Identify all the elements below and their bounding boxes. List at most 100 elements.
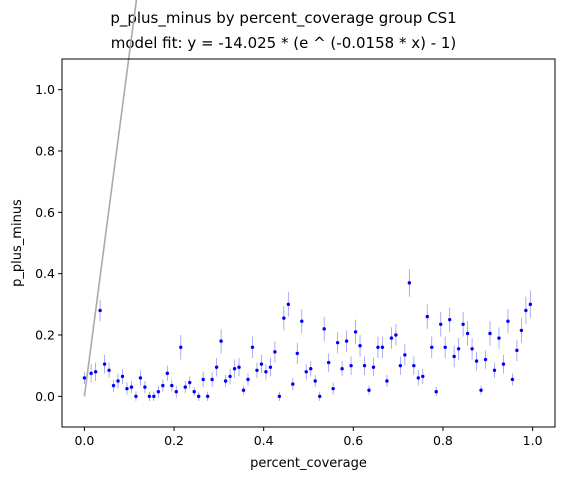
data-point <box>196 394 201 399</box>
data-point <box>519 328 524 333</box>
data-point <box>152 394 156 399</box>
data-point <box>201 377 205 382</box>
data-point <box>107 368 111 372</box>
data-point <box>183 385 187 389</box>
data-point <box>102 362 107 366</box>
data-point <box>465 331 470 336</box>
data-point <box>376 345 380 349</box>
data-point <box>510 377 515 382</box>
data-point <box>470 347 474 351</box>
data-point <box>331 386 335 391</box>
data-point <box>134 394 138 399</box>
data-point <box>313 379 317 383</box>
chart-title: p_plus_minus by percent_coverage group C… <box>110 9 457 27</box>
y-tick-label: 0.4 <box>35 266 55 281</box>
data-point <box>143 385 147 389</box>
data-point <box>335 340 340 345</box>
data-point <box>223 379 228 383</box>
data-point <box>125 386 129 391</box>
data-point <box>421 374 425 379</box>
data-point <box>116 379 120 383</box>
data-point <box>156 390 161 394</box>
data-point <box>304 370 308 374</box>
data-point <box>322 327 326 331</box>
data-point <box>412 363 416 368</box>
x-tick-label: 1.0 <box>523 433 543 448</box>
data-point <box>111 383 116 388</box>
data-point <box>492 368 497 372</box>
data-point <box>255 368 259 372</box>
y-tick-label: 0.8 <box>35 144 55 159</box>
data-point <box>300 319 304 323</box>
x-tick-label: 0.6 <box>343 433 363 448</box>
data-point <box>474 359 479 363</box>
data-point <box>385 379 389 383</box>
data-point <box>506 319 510 323</box>
data-point <box>98 308 102 313</box>
y-tick-label: 0.2 <box>35 328 55 343</box>
data-point <box>161 383 165 388</box>
data-point <box>430 345 434 349</box>
data-point <box>179 345 183 349</box>
data-point <box>291 382 295 386</box>
data-point <box>461 322 465 326</box>
data-point <box>214 365 219 369</box>
data-point <box>210 377 214 382</box>
data-point <box>188 380 192 385</box>
data-point <box>264 370 268 374</box>
data-point <box>219 339 223 343</box>
data-point <box>286 302 291 307</box>
data-point <box>89 371 93 376</box>
data-point <box>170 383 174 388</box>
data-point <box>497 336 501 340</box>
data-point <box>120 374 125 379</box>
data-point <box>129 385 134 389</box>
data-point <box>165 371 170 376</box>
data-point <box>439 322 443 326</box>
data-point <box>246 377 250 382</box>
data-point <box>380 345 385 349</box>
data-point <box>268 365 273 369</box>
data-point <box>241 388 246 392</box>
x-tick-label: 0.4 <box>254 433 274 448</box>
data-point <box>452 354 456 359</box>
data-point <box>349 363 353 368</box>
data-point <box>318 394 322 399</box>
data-point <box>192 390 196 394</box>
data-point <box>403 353 407 357</box>
data-point <box>398 363 403 368</box>
chart-subtitle: model fit: y = -14.025 * (e ^ (-0.0158 *… <box>110 34 457 52</box>
data-point <box>326 360 331 365</box>
data-point <box>362 363 367 368</box>
y-tick-label: 0.6 <box>35 205 55 220</box>
data-point-layer <box>82 281 533 399</box>
data-point <box>93 370 98 374</box>
data-point <box>456 347 461 351</box>
data-point <box>416 376 421 380</box>
x-tick-label: 0.2 <box>164 433 184 448</box>
x-axis-ticks: 0.0 0.2 0.4 0.6 0.8 1.0 <box>74 427 543 448</box>
data-point <box>344 339 349 343</box>
data-point <box>282 316 286 320</box>
data-point <box>340 367 344 371</box>
data-point <box>232 367 237 371</box>
data-point <box>273 350 277 354</box>
data-point <box>447 317 452 322</box>
data-point <box>250 345 255 349</box>
data-point <box>277 394 282 399</box>
data-point <box>407 281 412 285</box>
data-point <box>524 308 528 313</box>
data-point <box>205 394 210 399</box>
data-point <box>389 336 394 340</box>
data-point <box>309 367 313 371</box>
data-point <box>358 344 362 348</box>
data-point <box>174 390 178 394</box>
data-point <box>147 394 152 399</box>
data-point <box>295 351 299 356</box>
data-point <box>367 388 371 392</box>
data-point <box>443 345 447 349</box>
data-point <box>138 376 143 380</box>
y-tick-label: 0.0 <box>35 389 55 404</box>
data-point <box>488 331 492 336</box>
